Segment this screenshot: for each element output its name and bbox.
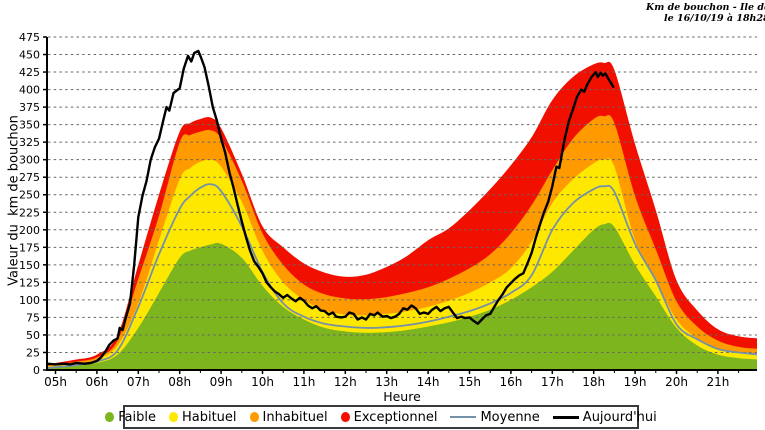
y-tick-label: 25 [26,346,40,359]
x-tick-label: 10h [251,375,274,389]
line-moyenne [47,183,757,369]
x-tick-label: 21h [706,375,729,389]
legend-item-aujourdhui: Aujourd'hui [552,409,657,425]
chart-title: Km de bouchon - Ile de France le 16/10/1… [646,2,765,24]
x-tick-label: 09h [210,375,233,389]
legend-label-faible: Faible [118,409,156,425]
y-tick-label: 475 [19,31,40,44]
chart-title-line1: Km de bouchon - Ile de France [646,2,765,13]
legend-label-moyenne: Moyenne [480,409,540,425]
x-tick-label: 16h [499,375,522,389]
legend-marker-aujourdhui [552,415,579,419]
legend-marker-exceptionnel [340,412,350,422]
axes [46,37,757,371]
y-tick-label: 400 [19,84,40,97]
legend-item-moyenne: Moyenne [450,409,540,425]
y-tick-label: 450 [19,49,40,62]
legend-label-inhabituel: Inhabituel [262,409,328,425]
y-tick-label: 100 [19,294,40,307]
legend-item-inhabituel: Inhabituel [249,409,328,425]
x-axis-label: Heure [383,389,421,404]
legend-label-aujourdhui: Aujourd'hui [582,409,657,425]
chart-title-line2: le 16/10/19 à 18h28 [664,13,765,24]
y-tick-label: 75 [26,311,40,324]
x-tick-label: 18h [582,375,605,389]
y-tick-label: 250 [19,189,40,202]
legend-item-habituel: Habituel [168,409,237,425]
legend-marker-moyenne [450,416,477,418]
x-tick-label: 15h [458,375,481,389]
y-tick-label: 275 [19,171,40,184]
line-aujourdhui [47,49,615,366]
x-tick-label: 06h [85,375,108,389]
y-tick-label: 425 [19,66,40,79]
y-tick-label: 200 [19,224,40,237]
y-axis-label: Valeur du km de bouchon [6,115,22,286]
y-tick-label: 300 [19,154,40,167]
legend-label-habituel: Habituel [181,409,237,425]
x-tick-label: 20h [665,375,688,389]
y-tick-label: 350 [19,119,40,132]
traffic-lines [47,49,757,369]
y-tick-label: 125 [19,276,40,289]
legend-marker-habituel [168,412,178,422]
y-tick-label: 150 [19,259,40,272]
legend-marker-faible [105,412,115,422]
traffic-bands [47,61,757,370]
x-tick-label: 17h [541,375,564,389]
y-tick-label: 175 [19,241,40,254]
axis-ticks: 0 25 50 75 100 125 150 175 200 225 250 275 300 325 350… [19,31,740,389]
x-tick-label: 19h [624,375,647,389]
legend-item-exceptionnel: Exceptionnel [340,409,438,425]
y-tick-label: 50 [26,329,40,342]
legend-item-faible: Faible [105,410,156,425]
band-faible [47,222,757,370]
x-tick-label: 07h [127,375,150,389]
legend-marker-inhabituel [249,412,259,422]
x-tick-label: 13h [375,375,398,389]
x-tick-label: 05h [44,375,67,389]
y-tick-label: 0 [33,364,40,377]
x-tick-label: 08h [168,375,191,389]
x-tick-label: 14h [417,375,440,389]
chart-legend: Faible Habituel Inhabituel Exceptionnel Moye… [105,405,657,429]
legend-label-exceptionnel: Exceptionnel [353,409,438,425]
y-tick-label: 375 [19,101,40,114]
y-tick-label: 225 [19,206,40,219]
gridlines [48,36,757,353]
y-tick-label: 325 [19,136,40,149]
x-tick-label: 11h [292,375,315,389]
x-tick-label: 12h [334,375,357,389]
